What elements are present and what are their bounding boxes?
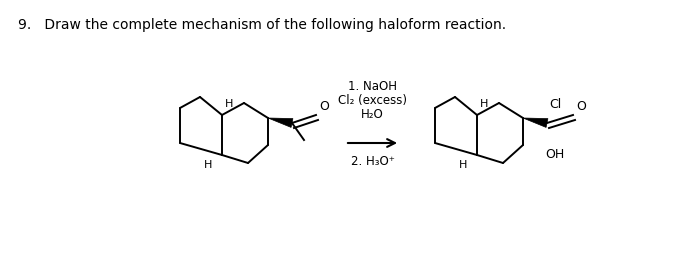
Text: 1. NaOH: 1. NaOH xyxy=(348,80,397,93)
Text: 2. H₃O⁺: 2. H₃O⁺ xyxy=(351,155,394,168)
Text: O: O xyxy=(319,100,329,113)
Polygon shape xyxy=(268,118,293,127)
Text: H₂O: H₂O xyxy=(361,108,384,121)
Polygon shape xyxy=(523,118,548,127)
Text: H: H xyxy=(480,99,489,109)
Text: 9.   Draw the complete mechanism of the following haloform reaction.: 9. Draw the complete mechanism of the fo… xyxy=(18,18,506,32)
Text: Cl₂ (excess): Cl₂ (excess) xyxy=(338,94,407,107)
Text: Cl: Cl xyxy=(549,98,561,111)
Text: H: H xyxy=(225,99,233,109)
Text: O: O xyxy=(576,100,586,113)
Text: H: H xyxy=(204,160,212,170)
Text: H: H xyxy=(459,160,468,170)
Text: OH: OH xyxy=(545,148,564,161)
